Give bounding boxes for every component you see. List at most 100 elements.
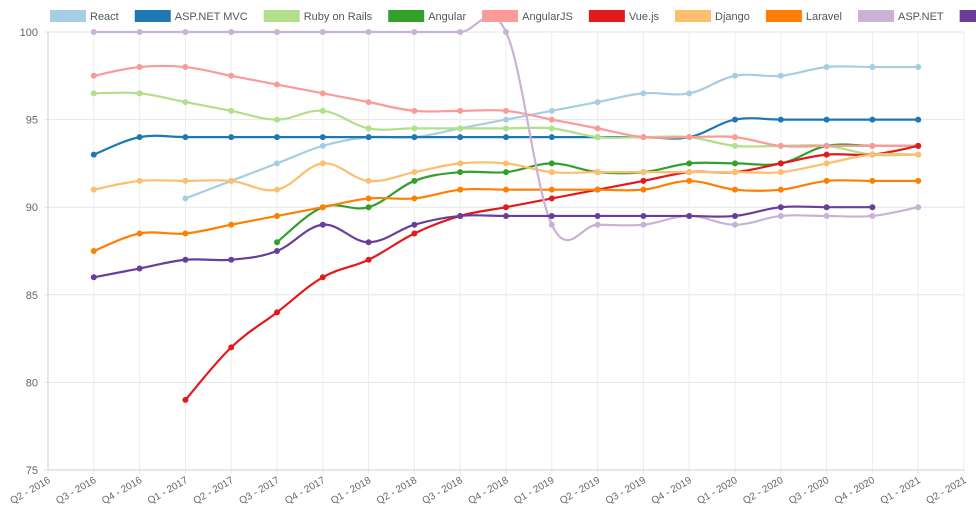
legend-swatch xyxy=(765,10,802,22)
data-point xyxy=(365,29,372,35)
data-point xyxy=(319,90,326,97)
x-tick-label: Q2 - 2021 xyxy=(924,475,968,507)
data-point xyxy=(503,186,509,193)
data-point xyxy=(503,134,509,141)
legend-item-django[interactable]: Django xyxy=(675,10,750,23)
legend-item-angularjs[interactable]: AngularJS xyxy=(482,10,573,23)
data-point xyxy=(823,64,830,71)
data-point xyxy=(274,134,280,141)
data-point xyxy=(777,212,784,219)
data-point xyxy=(228,29,235,35)
data-point xyxy=(228,256,235,263)
data-point xyxy=(274,239,280,246)
data-point xyxy=(365,125,372,132)
data-point xyxy=(228,134,235,141)
data-point xyxy=(823,151,830,158)
data-point xyxy=(594,186,601,193)
data-point xyxy=(869,64,876,71)
data-point xyxy=(319,274,326,281)
data-point xyxy=(640,186,647,193)
legend-item-laravel[interactable]: Laravel xyxy=(765,10,842,23)
legend-item-vue-js[interactable]: Vue.js xyxy=(588,10,660,23)
data-point xyxy=(548,116,555,123)
legend-item-asp-net[interactable]: ASP.NET xyxy=(857,10,944,23)
series-asp-net-mvc xyxy=(90,116,922,158)
data-point xyxy=(915,142,922,149)
data-point xyxy=(411,195,418,202)
data-point xyxy=(274,116,280,123)
data-point xyxy=(869,151,876,158)
x-tick-label: Q1 - 2019 xyxy=(512,475,556,507)
legend-item-react[interactable]: React xyxy=(50,10,119,23)
data-point xyxy=(365,177,372,184)
data-point xyxy=(457,134,464,141)
data-point xyxy=(640,177,647,184)
series-group xyxy=(90,15,922,403)
data-point xyxy=(503,169,509,176)
data-point xyxy=(90,29,97,35)
data-point xyxy=(777,204,784,211)
legend-item-asp-net-mvc[interactable]: ASP.NET MVC xyxy=(134,10,248,23)
x-tick-label: Q4 - 2019 xyxy=(650,475,694,507)
data-point xyxy=(90,248,97,254)
x-tick-label: Q3 - 2018 xyxy=(421,475,465,507)
y-tick-label: 95 xyxy=(26,115,38,127)
x-tick-label: Q4 - 2016 xyxy=(100,475,144,507)
data-point xyxy=(411,125,418,132)
x-tick-label: Q1 - 2020 xyxy=(695,475,739,507)
legend-swatch xyxy=(388,10,425,22)
data-point xyxy=(686,134,693,141)
data-point xyxy=(182,230,189,237)
data-point xyxy=(136,230,143,237)
legend-label: AngularJS xyxy=(522,11,573,23)
legend-item-angular[interactable]: Angular xyxy=(388,10,466,23)
data-point xyxy=(777,186,784,193)
data-point xyxy=(90,72,97,79)
data-point xyxy=(182,177,189,184)
data-point xyxy=(182,396,189,403)
data-point xyxy=(686,90,693,97)
data-point xyxy=(319,134,326,141)
data-point xyxy=(823,116,830,123)
data-point xyxy=(411,177,418,184)
data-point xyxy=(365,134,372,141)
data-point xyxy=(228,72,235,79)
grid xyxy=(44,31,965,474)
data-point xyxy=(503,116,509,123)
data-point xyxy=(136,265,143,272)
data-point xyxy=(503,212,509,219)
data-point xyxy=(365,195,372,202)
data-point xyxy=(503,107,509,114)
x-tick-label: Q2 - 2020 xyxy=(741,475,785,507)
data-point xyxy=(548,134,555,141)
data-point xyxy=(365,99,372,106)
data-point xyxy=(274,81,280,88)
data-point xyxy=(869,204,876,211)
data-point xyxy=(915,204,922,211)
legend: React ASP.NET MVC Ruby on Rails Angular Angu… xyxy=(50,10,976,23)
legend-label: ASP.NET MVC xyxy=(175,11,248,23)
data-point xyxy=(411,230,418,237)
data-point xyxy=(640,90,647,97)
data-point xyxy=(182,256,189,263)
data-point xyxy=(732,160,738,167)
data-point xyxy=(732,221,738,228)
data-point xyxy=(274,29,280,35)
data-point xyxy=(594,99,601,106)
data-point xyxy=(594,134,601,141)
legend-swatch xyxy=(588,10,625,22)
legend-item-spring[interactable]: Spring xyxy=(959,10,976,23)
data-point xyxy=(640,221,647,228)
data-point xyxy=(732,72,738,79)
data-point xyxy=(411,221,418,228)
y-tick-label: 85 xyxy=(26,290,38,302)
data-point xyxy=(182,29,189,35)
data-point xyxy=(732,134,738,141)
y-tick-label: 80 xyxy=(26,377,38,389)
data-point xyxy=(915,151,922,158)
x-tick-label: Q2 - 2018 xyxy=(375,475,419,507)
data-point xyxy=(411,169,418,176)
data-point xyxy=(686,177,693,184)
x-tick-label: Q4 - 2018 xyxy=(466,475,510,507)
legend-item-ruby-on-rails[interactable]: Ruby on Rails xyxy=(263,10,373,23)
